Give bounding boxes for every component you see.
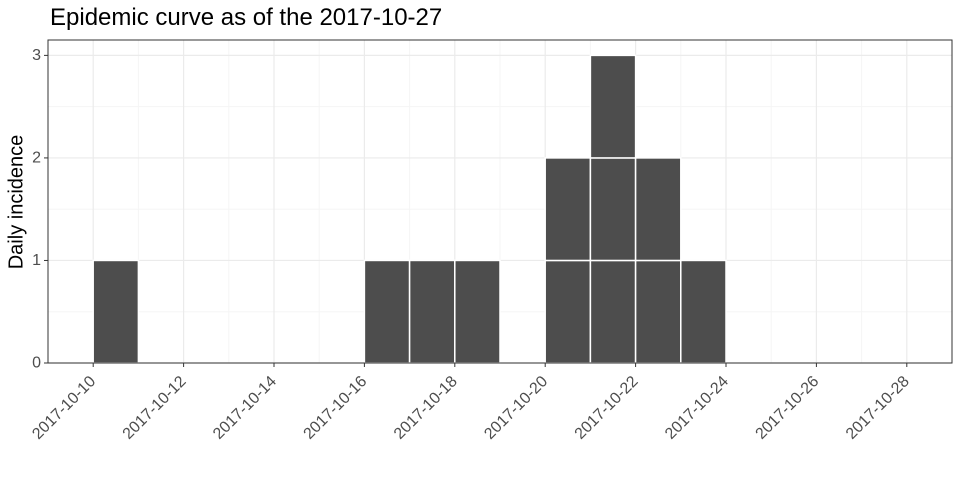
bar-case-block — [589, 157, 637, 262]
x-tick-label: 2017-10-10 — [29, 373, 99, 443]
x-axis: 2017-10-10 2017-10-12 2017-10-14 2017-10-16… — [29, 363, 913, 443]
bar-case-block — [92, 259, 140, 364]
bar-case-block — [680, 259, 727, 364]
bar-case-block — [363, 259, 411, 364]
x-tick-label: 2017-10-22 — [572, 373, 642, 443]
x-tick-label: 2017-10-28 — [843, 373, 913, 443]
bar-case-block — [544, 157, 592, 262]
chart-title: Epidemic curve as of the 2017-10-27 — [50, 4, 443, 31]
y-tick-label: 1 — [32, 252, 41, 269]
x-tick-label: 2017-10-18 — [391, 373, 461, 443]
bar-case-block — [544, 259, 592, 364]
bar-case-block — [454, 259, 501, 364]
x-tick-label: 2017-10-12 — [120, 373, 190, 443]
bar-case-block — [634, 157, 682, 262]
bar-case-block — [589, 259, 637, 364]
bar-case-block — [408, 259, 456, 364]
bars-layer — [92, 54, 727, 364]
bar-case-block — [634, 259, 682, 364]
y-tick-label: 0 — [32, 355, 41, 372]
x-tick-label: 2017-10-20 — [481, 373, 551, 443]
x-tick-label: 2017-10-14 — [210, 373, 280, 443]
y-tick-label: 3 — [32, 47, 41, 64]
y-axis: 0 1 2 3 — [32, 47, 48, 372]
x-tick-label: 2017-10-26 — [753, 373, 823, 443]
x-tick-label: 2017-10-24 — [662, 373, 732, 443]
x-tick-label: 2017-10-16 — [301, 373, 371, 443]
panel-border — [47, 39, 953, 364]
y-tick-label: 2 — [32, 149, 41, 166]
bar-case-block — [589, 54, 637, 159]
